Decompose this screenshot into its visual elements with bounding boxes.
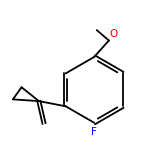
- Text: F: F: [91, 127, 97, 137]
- Text: O: O: [109, 29, 118, 39]
